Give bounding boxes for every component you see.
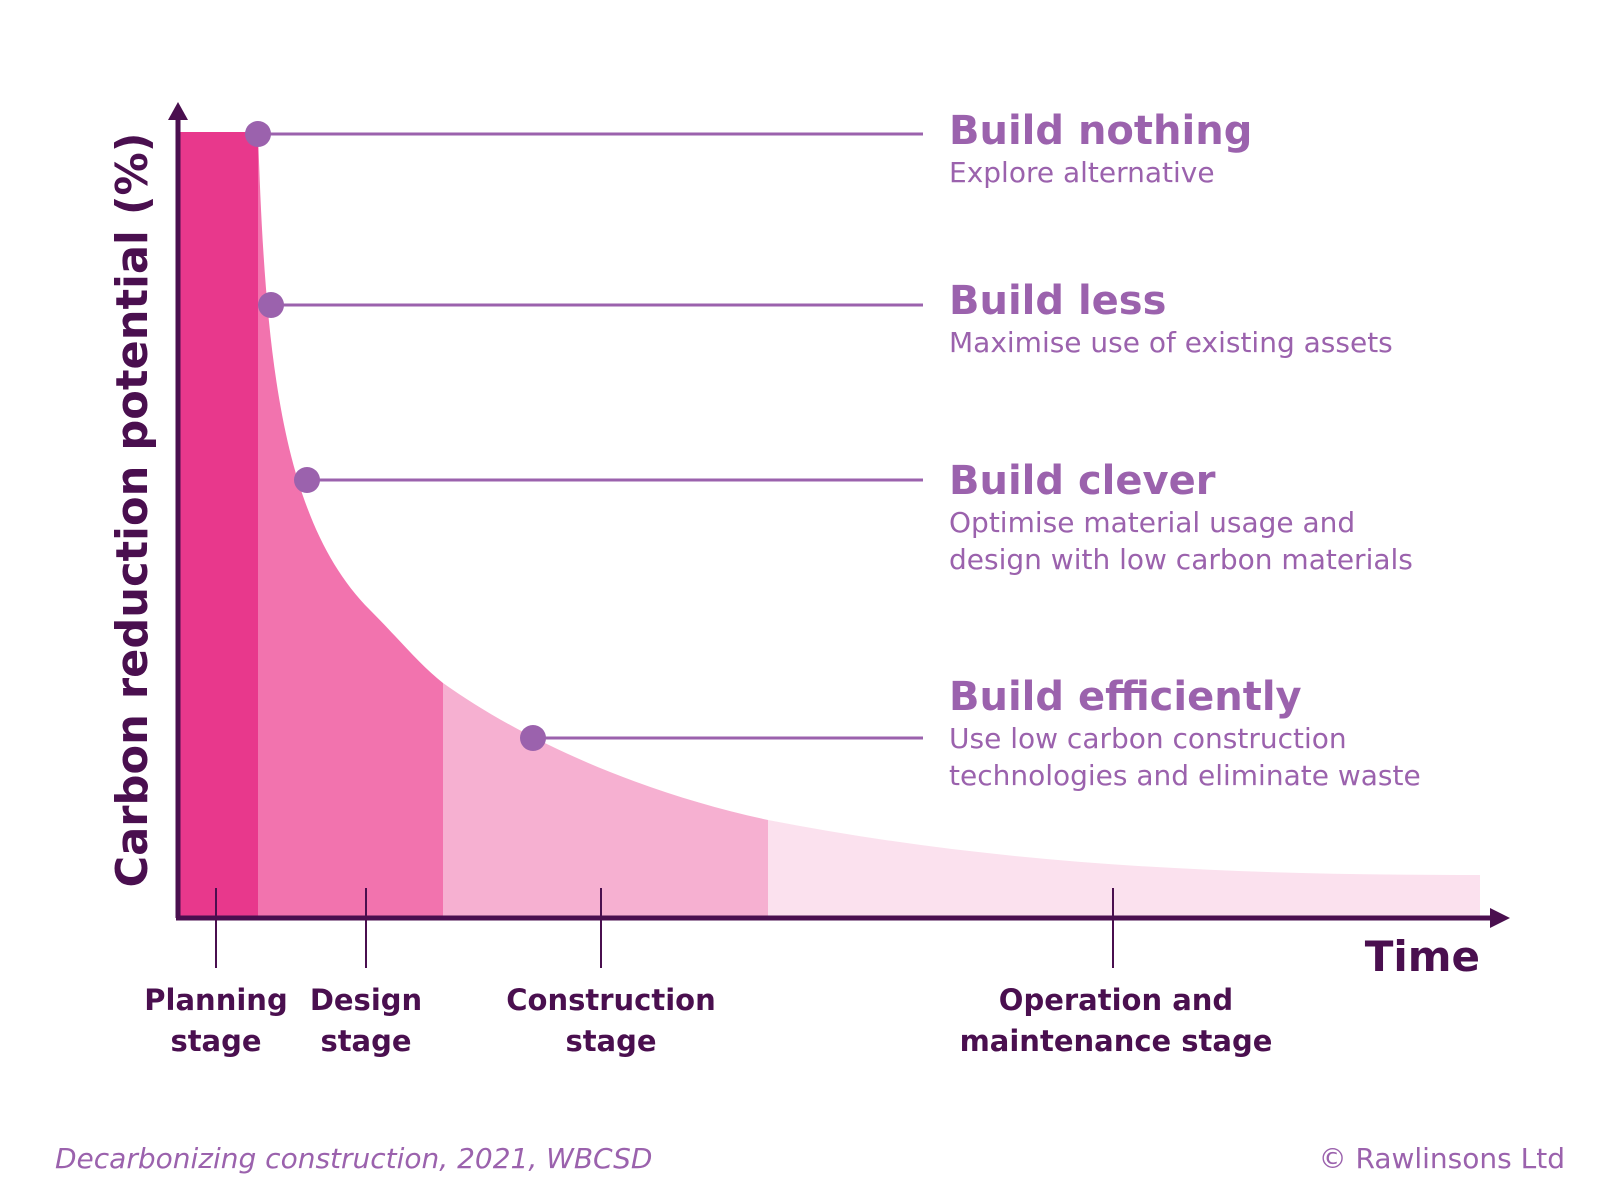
- build-less-description: Maximise use of existing assets: [949, 326, 1393, 359]
- source-citation: Decarbonizing construction, 2021, WBCSD: [55, 1142, 652, 1175]
- y-axis-arrowhead: [168, 102, 188, 120]
- build-efficiently-description-line-1: Use low carbon construction: [949, 722, 1347, 755]
- x-axis-arrowhead: [1490, 908, 1510, 928]
- reduction-curve-area: [178, 132, 1480, 918]
- build-nothing-marker: [245, 121, 271, 147]
- build-clever-marker: [294, 467, 320, 493]
- build-less-title: Build less: [949, 278, 1166, 324]
- construction-stage-label-line-1: Construction: [506, 983, 716, 1017]
- strategy-markers: [245, 121, 923, 751]
- build-efficiently-description-line-2: technologies and eliminate waste: [949, 759, 1421, 792]
- planning-stage-label-line-2: stage: [170, 1024, 261, 1058]
- design-stage-label-line-1: Design: [310, 983, 422, 1017]
- copyright-notice: © Rawlinsons Ltd: [1319, 1142, 1565, 1175]
- design-stage-area: [258, 132, 443, 918]
- strategy-labels: Build nothing Explore alternative Build …: [949, 108, 1421, 792]
- stage-ticks: [215, 888, 1114, 968]
- axes: [168, 102, 1510, 928]
- planning-stage-area: [178, 132, 258, 918]
- build-efficiently-marker: [520, 725, 546, 751]
- planning-stage-label-line-1: Planning: [144, 983, 287, 1017]
- operation-stage-area: [768, 820, 1480, 918]
- construction-stage-label-line-2: stage: [565, 1024, 656, 1058]
- build-nothing-title: Build nothing: [949, 108, 1252, 154]
- build-less-marker: [258, 292, 284, 318]
- build-efficiently-title: Build efficiently: [949, 674, 1302, 720]
- build-clever-description-line-1: Optimise material usage and: [949, 506, 1355, 539]
- operation-stage-label-line-1: Operation and: [999, 983, 1233, 1017]
- design-stage-label-line-2: stage: [320, 1024, 411, 1058]
- build-clever-title: Build clever: [949, 458, 1216, 504]
- x-axis-label: Time: [1365, 932, 1480, 981]
- operation-stage-label-line-2: maintenance stage: [960, 1024, 1273, 1058]
- build-nothing-description: Explore alternative: [949, 156, 1215, 189]
- construction-stage-area: [443, 683, 768, 918]
- stage-labels: Planning stage Design stage Construction…: [144, 983, 1272, 1058]
- y-axis-label: Carbon reduction potential (%): [107, 133, 158, 888]
- build-clever-description-line-2: design with low carbon materials: [949, 543, 1413, 576]
